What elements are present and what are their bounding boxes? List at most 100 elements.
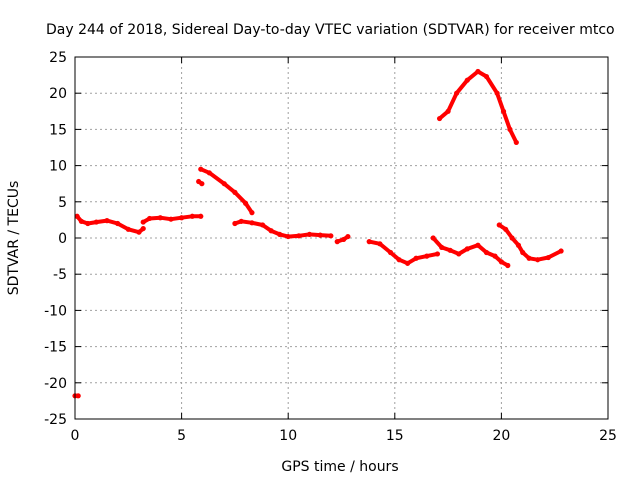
data-point — [189, 213, 195, 219]
data-point — [464, 77, 470, 83]
data-point — [242, 200, 249, 206]
data-point — [221, 181, 227, 187]
data-point — [500, 108, 507, 114]
data-point — [377, 241, 383, 247]
series-segment-9 — [437, 69, 519, 145]
data-point — [78, 218, 84, 224]
x-axis-label: GPS time / hours — [281, 459, 398, 475]
data-point — [503, 226, 509, 232]
data-point — [104, 218, 110, 224]
series-segment-8 — [431, 236, 510, 268]
data-point — [232, 189, 238, 195]
data-point — [179, 215, 185, 221]
data-point — [317, 232, 323, 238]
data-point — [447, 247, 453, 253]
data-point — [454, 90, 460, 96]
x-tick-label: 10 — [279, 428, 297, 444]
data-point — [558, 248, 564, 254]
data-point — [439, 244, 445, 251]
y-axis-label: SDTVAR / TECUs — [6, 181, 22, 296]
data-point — [168, 216, 174, 222]
x-tick-label: 5 — [177, 428, 186, 444]
y-tick-label: 15 — [49, 122, 67, 138]
data-point — [526, 255, 532, 261]
y-tick-label: 0 — [58, 231, 67, 247]
y-tick-label: 5 — [58, 195, 67, 211]
data-series — [72, 68, 564, 399]
data-point — [434, 251, 441, 257]
data-point — [93, 219, 99, 225]
data-point — [199, 181, 205, 187]
data-point — [157, 215, 163, 221]
data-point — [387, 249, 394, 256]
y-tick-label: -10 — [44, 303, 67, 319]
data-point — [328, 233, 334, 239]
y-tick-label: -5 — [53, 267, 67, 283]
data-point — [404, 260, 411, 266]
data-point — [277, 231, 283, 237]
data-point — [483, 249, 490, 256]
x-tick-label: 25 — [599, 428, 617, 444]
data-point — [424, 253, 430, 259]
x-tick-label: 20 — [492, 428, 510, 444]
data-point — [535, 257, 541, 263]
data-point — [494, 90, 500, 96]
y-tick-label: -25 — [44, 412, 67, 428]
data-point — [334, 239, 340, 245]
y-tick-label: -15 — [44, 340, 67, 356]
data-point — [306, 231, 313, 237]
data-point — [505, 262, 511, 269]
data-point — [198, 213, 204, 219]
data-point — [498, 259, 504, 265]
data-point — [238, 218, 244, 224]
plot-frame — [74, 56, 609, 420]
data-point — [140, 225, 146, 232]
data-point — [206, 170, 212, 176]
data-point — [285, 233, 291, 240]
data-point — [140, 219, 146, 225]
x-tick-label: 0 — [71, 428, 80, 444]
y-tick-label: 20 — [49, 86, 67, 102]
data-point — [268, 228, 274, 234]
data-point — [413, 255, 419, 261]
data-point — [496, 222, 502, 228]
data-point — [507, 126, 513, 132]
data-point — [232, 220, 238, 227]
data-point — [396, 257, 402, 263]
data-point — [125, 226, 131, 232]
data-point — [475, 68, 481, 75]
data-point — [492, 253, 498, 259]
data-point — [74, 213, 80, 219]
data-point — [513, 139, 519, 146]
data-point — [198, 166, 204, 172]
data-point — [545, 254, 551, 261]
data-point — [147, 215, 153, 222]
data-point — [249, 210, 255, 216]
data-point — [509, 235, 515, 241]
data-point — [436, 115, 443, 122]
x-tick-label: 15 — [386, 428, 404, 444]
data-point — [260, 222, 266, 228]
data-point — [75, 393, 81, 399]
data-point — [341, 236, 347, 243]
data-point — [520, 249, 526, 256]
data-point — [136, 229, 142, 235]
data-point — [430, 235, 436, 241]
y-tick-label: 25 — [49, 50, 67, 66]
data-point — [249, 220, 255, 226]
data-point — [475, 242, 481, 248]
data-point — [456, 251, 462, 257]
data-point — [366, 239, 372, 245]
data-point — [296, 233, 302, 239]
data-point — [345, 233, 351, 240]
data-point — [115, 220, 121, 227]
data-point — [85, 220, 91, 227]
data-point — [483, 73, 490, 80]
data-point — [515, 242, 522, 248]
data-point — [445, 108, 451, 114]
y-tick-label: 10 — [49, 159, 67, 175]
data-point — [464, 246, 470, 252]
chart-title: Day 244 of 2018, Sidereal Day-to-day VTE… — [46, 22, 615, 38]
